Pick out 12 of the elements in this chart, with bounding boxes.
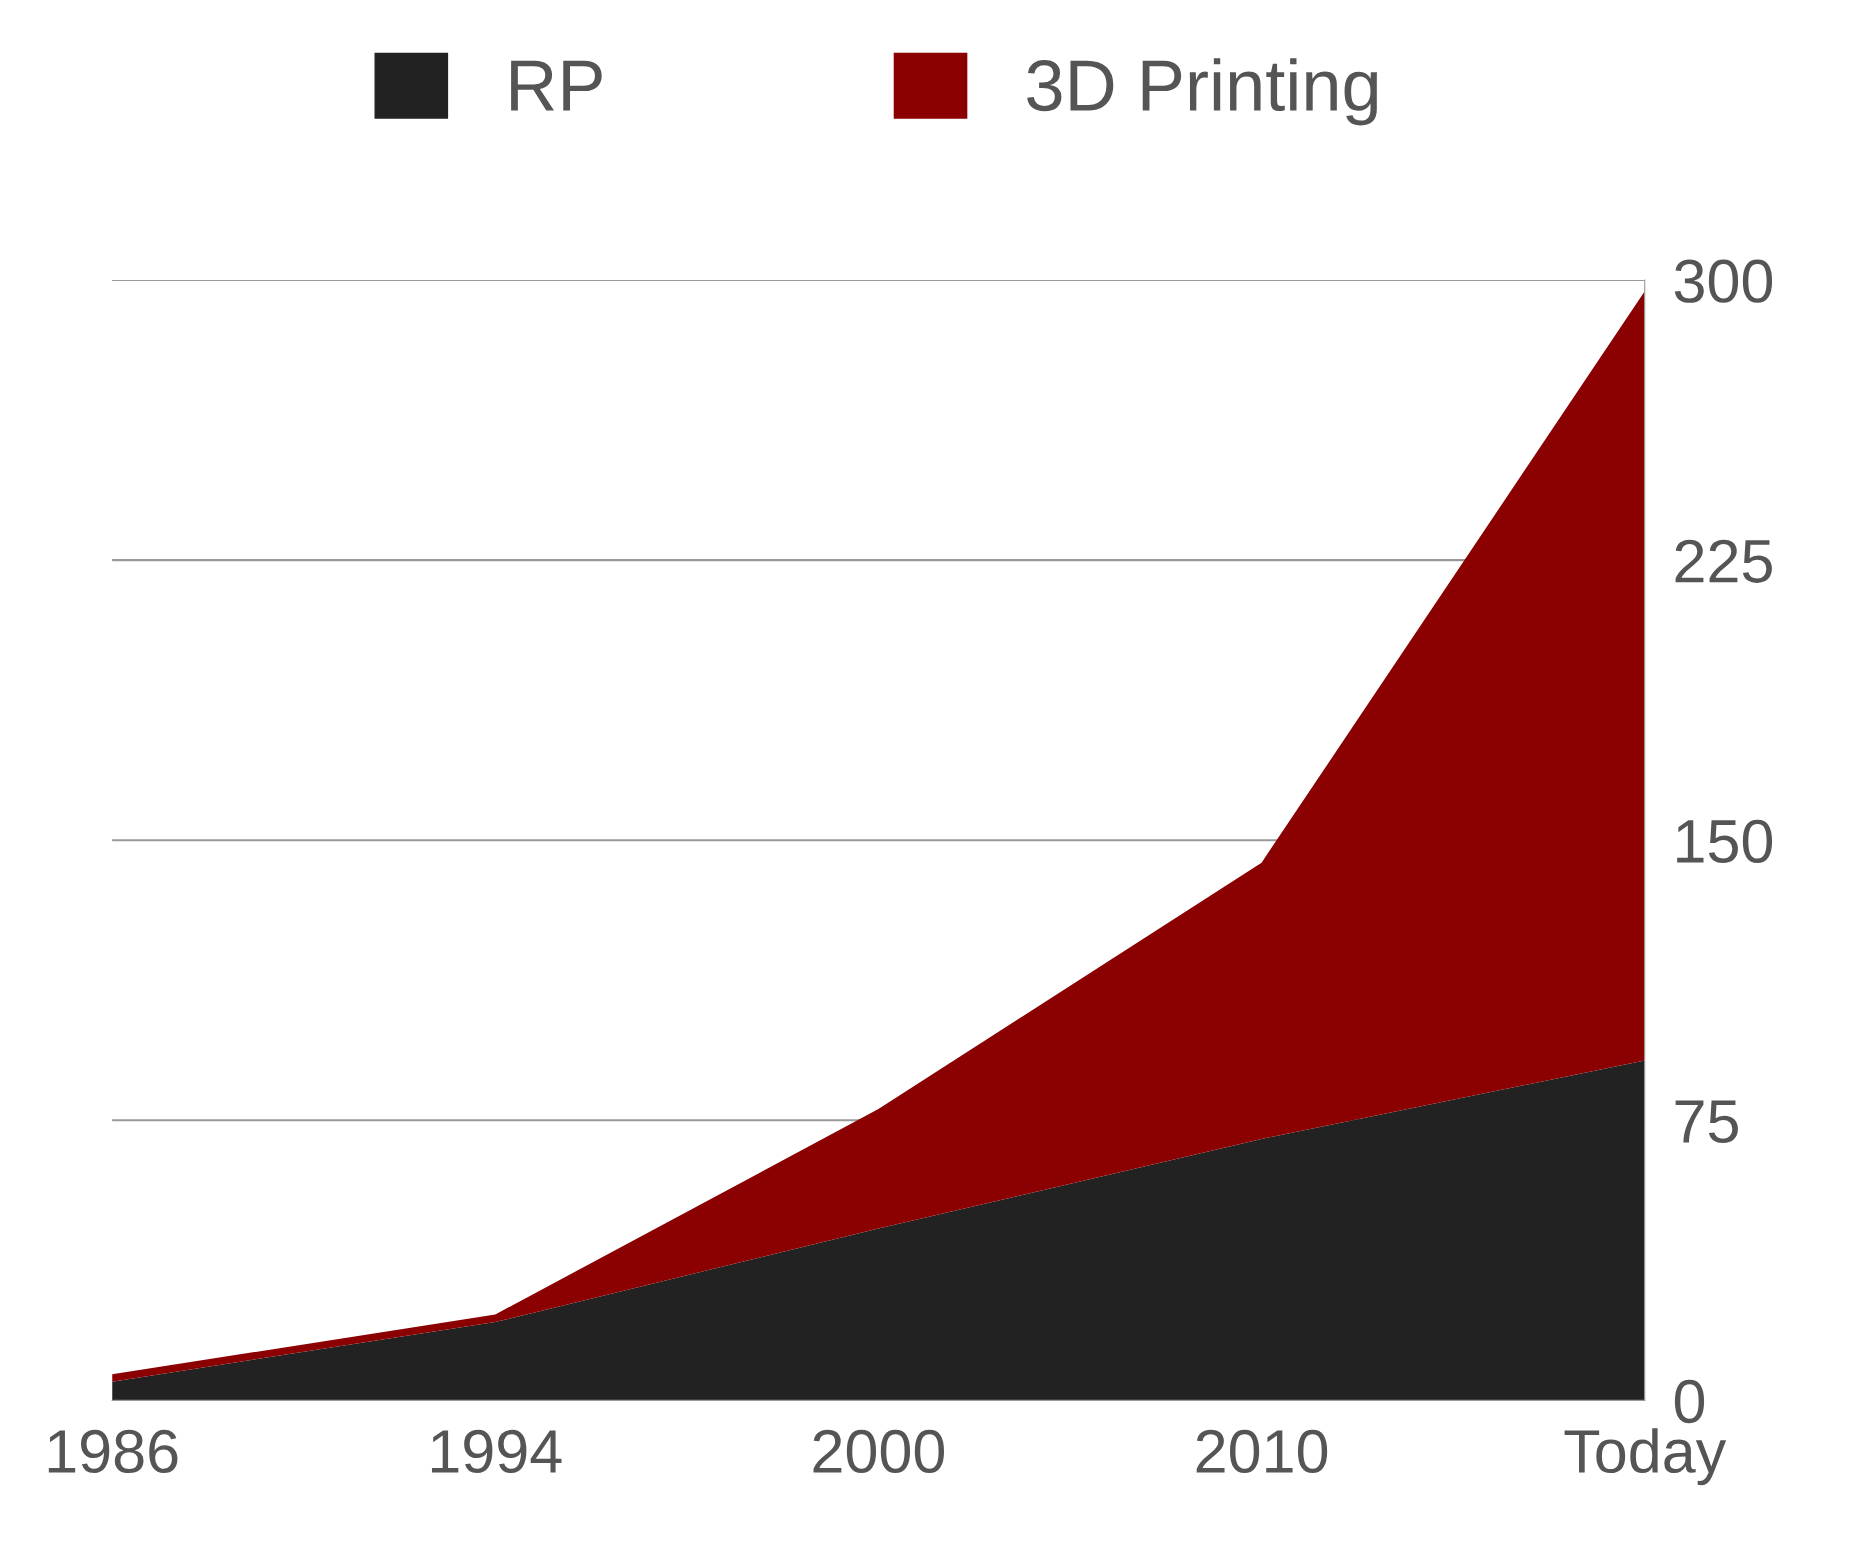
y-tick-label: 75: [1675, 1100, 1738, 1144]
x-tick-label: 2010: [1196, 1429, 1328, 1474]
x-tick-label: 2000: [813, 1429, 945, 1474]
y-tick-label: 150: [1677, 819, 1773, 863]
y-tick-label: 225: [1675, 539, 1772, 583]
x-tick-label: 1986: [48, 1429, 178, 1474]
y-tick-label: 300: [1674, 259, 1773, 303]
x-tick-label: Today: [1564, 1428, 1727, 1486]
legend-label: 3D Printing: [1027, 58, 1378, 126]
y-tick-label: 0: [1674, 1379, 1705, 1424]
legend-label: RP: [511, 60, 602, 111]
x-tick-label: 1994: [431, 1429, 562, 1474]
